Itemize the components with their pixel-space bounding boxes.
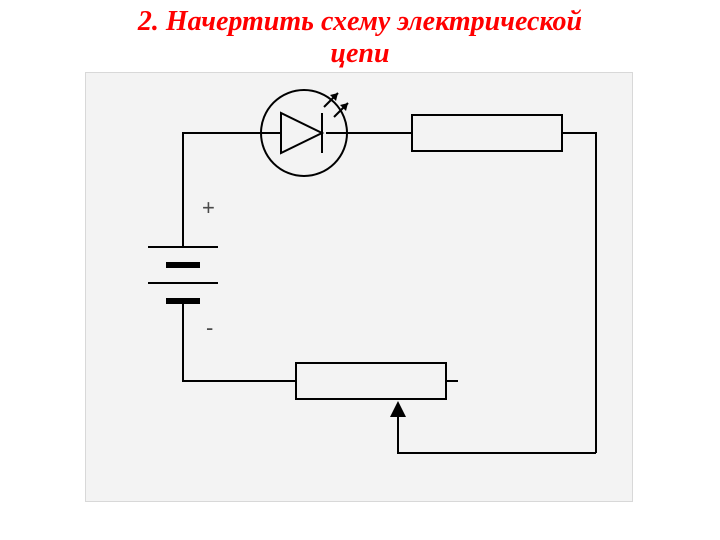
battery-symbol xyxy=(148,233,218,303)
wire-top-left xyxy=(183,133,261,233)
rheostat-wiper-arrow xyxy=(390,401,406,417)
led-symbol xyxy=(261,90,348,176)
title-line-1: 2. Начертить схему электрической xyxy=(138,6,582,37)
wire-right-rail xyxy=(562,133,596,453)
rheostat-symbol xyxy=(296,363,458,399)
wire-bottom-left xyxy=(183,303,296,381)
resistor-symbol xyxy=(412,115,562,151)
circuit-svg xyxy=(86,73,632,501)
wire-to-rheostat-wiper xyxy=(398,413,596,453)
page-title: 2. Начертить схему электрической цепи xyxy=(0,0,720,70)
page: 2. Начертить схему электрической цепи + … xyxy=(0,0,720,540)
title-line-2: цепи xyxy=(330,38,389,69)
battery-minus-label: - xyxy=(206,315,213,341)
circuit-diagram: + - xyxy=(85,72,633,502)
battery-plus-label: + xyxy=(202,195,215,221)
